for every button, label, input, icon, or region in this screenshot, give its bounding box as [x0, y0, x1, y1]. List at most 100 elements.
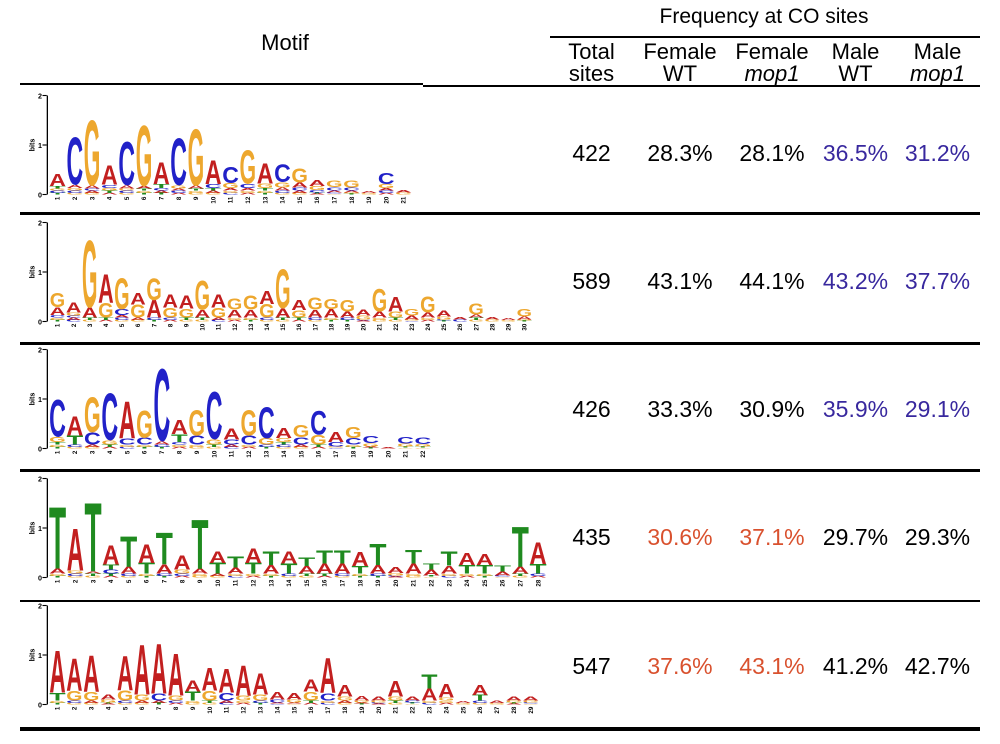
svg-text:G: G	[98, 299, 113, 323]
svg-text:A: A	[66, 649, 82, 701]
svg-text:5: 5	[124, 196, 131, 200]
svg-text:C: C	[223, 438, 240, 446]
svg-text:15: 15	[304, 579, 311, 586]
svg-text:1: 1	[38, 651, 42, 660]
svg-text:10: 10	[210, 196, 217, 203]
svg-text:18: 18	[357, 579, 364, 586]
svg-text:T: T	[85, 483, 102, 593]
svg-text:C: C	[222, 162, 239, 188]
svg-text:G: G	[201, 688, 217, 704]
svg-text:C: C	[258, 444, 275, 448]
svg-text:T: T	[49, 193, 66, 196]
svg-text:T: T	[334, 548, 352, 568]
svg-text:G: G	[195, 319, 210, 322]
svg-text:A: A	[241, 446, 258, 449]
svg-text:29: 29	[528, 706, 535, 713]
svg-text:T: T	[243, 319, 258, 322]
svg-text:T: T	[154, 446, 171, 449]
svg-text:C: C	[345, 436, 362, 446]
svg-text:C: C	[240, 183, 257, 189]
svg-text:G: G	[489, 703, 505, 705]
svg-text:2: 2	[38, 218, 42, 227]
svg-text:G: G	[49, 700, 65, 703]
svg-text:A: A	[370, 703, 387, 704]
svg-text:A: A	[259, 288, 274, 308]
svg-text:9: 9	[197, 579, 204, 583]
svg-text:7: 7	[159, 450, 166, 454]
svg-text:A: A	[423, 568, 440, 578]
svg-text:bits: bits	[28, 522, 37, 535]
svg-text:C: C	[146, 317, 162, 320]
svg-text:G: G	[235, 700, 251, 703]
svg-text:A: A	[151, 700, 168, 704]
svg-text:4: 4	[108, 579, 115, 583]
svg-text:C: C	[328, 441, 345, 448]
svg-text:G: G	[245, 573, 262, 576]
svg-text:T: T	[388, 317, 403, 321]
svg-text:18: 18	[342, 706, 349, 713]
svg-text:G: G	[372, 317, 387, 320]
svg-text:21: 21	[377, 323, 384, 330]
svg-text:C: C	[326, 192, 343, 194]
svg-text:G: G	[484, 319, 499, 322]
svg-text:5: 5	[122, 706, 129, 710]
svg-text:A: A	[378, 192, 395, 195]
svg-text:C: C	[328, 447, 345, 448]
svg-text:G: G	[162, 305, 177, 320]
svg-text:11: 11	[224, 706, 231, 713]
svg-text:A: A	[227, 319, 243, 322]
svg-text:A: A	[328, 430, 345, 446]
svg-text:A: A	[240, 188, 257, 192]
svg-text:C: C	[67, 123, 84, 199]
svg-text:A: A	[138, 539, 155, 569]
svg-text:G: G	[136, 401, 153, 446]
svg-text:18: 18	[328, 323, 335, 330]
svg-text:A: A	[257, 157, 274, 190]
svg-text:G: G	[188, 193, 205, 196]
svg-text:C: C	[118, 129, 135, 198]
svg-text:C: C	[171, 441, 188, 445]
svg-text:A: A	[320, 649, 336, 704]
svg-text:A: A	[298, 564, 315, 576]
svg-text:14: 14	[264, 323, 271, 330]
svg-text:9: 9	[190, 706, 197, 710]
svg-text:C: C	[307, 317, 323, 320]
svg-text:C: C	[206, 377, 223, 453]
svg-text:G: G	[118, 188, 135, 191]
svg-text:T: T	[352, 575, 369, 578]
svg-text:T: T	[67, 433, 84, 447]
svg-text:8: 8	[179, 579, 186, 583]
svg-text:G: G	[206, 447, 223, 450]
svg-text:G: G	[49, 573, 66, 576]
svg-text:20: 20	[361, 323, 368, 330]
svg-text:3: 3	[89, 706, 96, 710]
svg-text:C: C	[156, 573, 173, 577]
svg-text:2: 2	[72, 706, 79, 710]
svg-text:2: 2	[71, 323, 78, 327]
svg-text:A: A	[404, 696, 420, 702]
svg-text:A: A	[269, 702, 286, 704]
svg-text:G: G	[227, 573, 244, 576]
svg-text:G: G	[275, 447, 292, 450]
svg-text:C: C	[114, 317, 130, 320]
svg-text:A: A	[472, 683, 488, 700]
svg-text:5: 5	[119, 323, 126, 327]
svg-text:C: C	[320, 703, 337, 705]
svg-text:T: T	[227, 553, 244, 571]
svg-text:12: 12	[232, 323, 239, 330]
svg-text:C: C	[436, 319, 452, 321]
svg-text:A: A	[85, 571, 102, 574]
svg-text:T: T	[263, 575, 280, 578]
svg-text:15: 15	[297, 196, 304, 203]
svg-text:21: 21	[401, 196, 408, 203]
svg-text:G: G	[362, 442, 379, 447]
svg-text:G: G	[257, 190, 274, 193]
svg-text:G: G	[298, 576, 315, 578]
svg-text:5: 5	[124, 450, 131, 454]
svg-text:21: 21	[403, 450, 410, 457]
svg-text:C: C	[280, 573, 297, 577]
svg-text:A: A	[130, 290, 146, 308]
svg-text:17: 17	[332, 196, 339, 203]
svg-text:T: T	[98, 317, 113, 321]
svg-text:29: 29	[506, 323, 513, 330]
